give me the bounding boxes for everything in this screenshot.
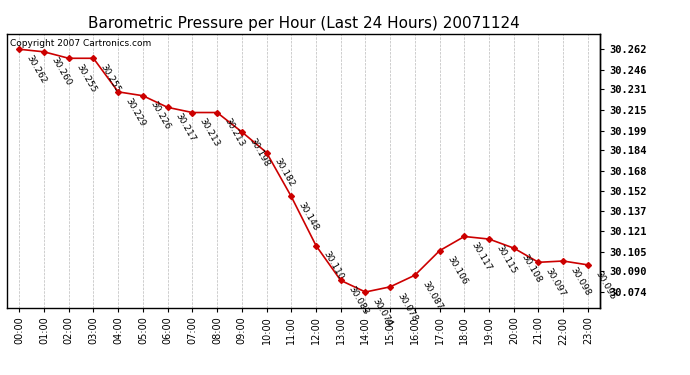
Text: 30.097: 30.097 xyxy=(544,267,568,298)
Text: 30.260: 30.260 xyxy=(50,56,73,88)
Text: 30.110: 30.110 xyxy=(322,250,345,282)
Text: 30.213: 30.213 xyxy=(198,117,221,148)
Text: 30.255: 30.255 xyxy=(75,63,98,94)
Text: 30.098: 30.098 xyxy=(569,265,593,297)
Text: 30.078: 30.078 xyxy=(395,291,420,323)
Text: Copyright 2007 Cartronics.com: Copyright 2007 Cartronics.com xyxy=(10,39,151,48)
Text: 30.074: 30.074 xyxy=(371,296,395,328)
Text: 30.095: 30.095 xyxy=(593,269,617,301)
Text: 30.213: 30.213 xyxy=(223,117,246,148)
Text: 30.262: 30.262 xyxy=(25,53,48,85)
Text: 30.106: 30.106 xyxy=(445,255,469,287)
Text: 30.083: 30.083 xyxy=(346,285,370,316)
Text: 30.182: 30.182 xyxy=(272,157,295,189)
Text: 30.255: 30.255 xyxy=(99,63,123,94)
Text: 30.117: 30.117 xyxy=(470,241,493,273)
Text: 30.226: 30.226 xyxy=(148,100,172,132)
Text: 30.229: 30.229 xyxy=(124,96,147,128)
Text: 30.217: 30.217 xyxy=(173,111,197,143)
Text: 30.108: 30.108 xyxy=(520,252,543,284)
Text: 30.087: 30.087 xyxy=(420,279,444,311)
Text: 30.115: 30.115 xyxy=(495,243,518,275)
Text: 30.198: 30.198 xyxy=(247,136,271,168)
Text: 30.148: 30.148 xyxy=(297,201,320,232)
Title: Barometric Pressure per Hour (Last 24 Hours) 20071124: Barometric Pressure per Hour (Last 24 Ho… xyxy=(88,16,520,31)
